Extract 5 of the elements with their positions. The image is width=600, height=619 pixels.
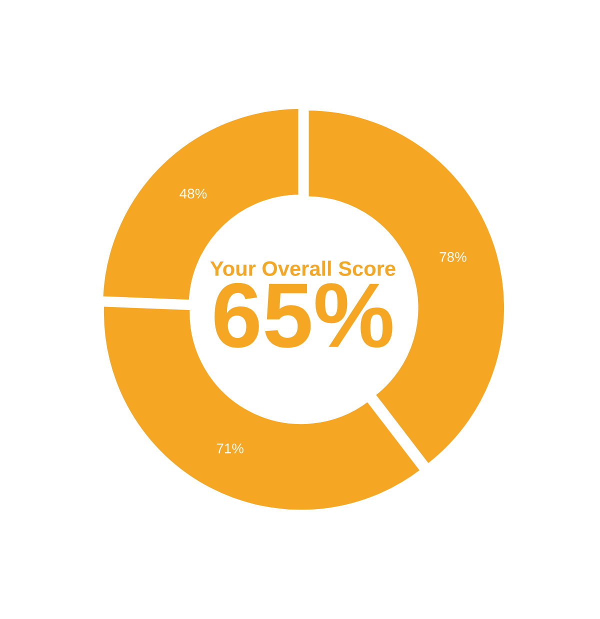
data-label: 71% [216,444,244,454]
data-label: 78% [440,252,466,262]
text: Your Overall Score [210,260,396,276]
text: 65% [214,282,392,348]
data-label: 48% [180,188,207,199]
